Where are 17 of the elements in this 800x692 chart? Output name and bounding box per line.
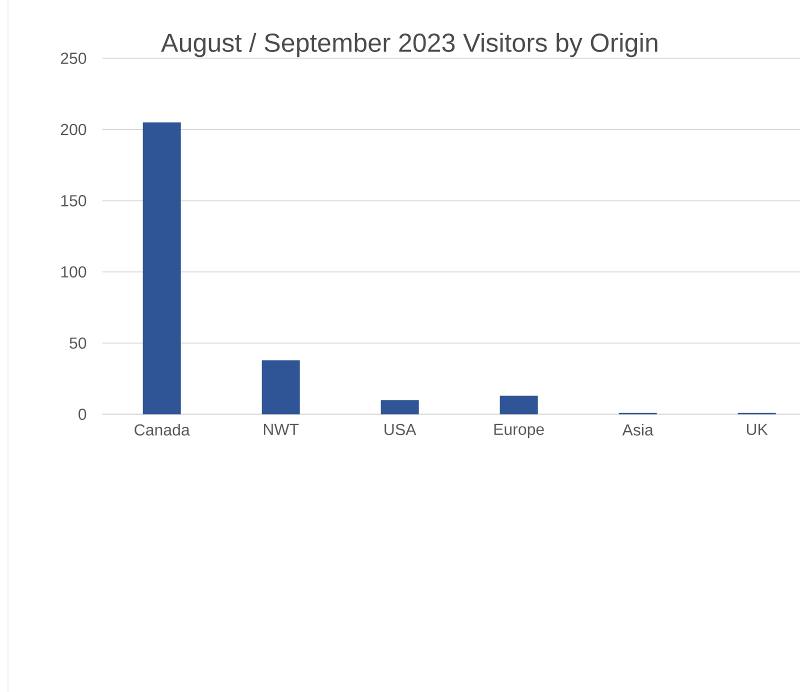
y-tick-label: 50 — [70, 337, 86, 349]
x-tick-label: Europe — [494, 424, 544, 438]
x-tick-label: Asia — [622, 424, 654, 436]
x-tick-label: NWT — [264, 424, 299, 435]
y-tick-label: 150 — [61, 195, 86, 206]
bar — [262, 360, 300, 414]
chart-title: August / September 2023 Visitors by Origin — [160, 32, 658, 58]
x-tick-label: USA — [384, 424, 416, 436]
bar — [142, 122, 181, 414]
x-tick-label: Canada — [134, 424, 190, 436]
y-tick-label: 100 — [61, 266, 86, 278]
y-tick-label: 200 — [60, 124, 86, 136]
bar — [500, 396, 538, 414]
bar — [380, 400, 419, 414]
y-tick-label: 250 — [60, 52, 86, 64]
y-tick-label: 0 — [78, 408, 86, 420]
x-tick-label: UK — [746, 424, 768, 436]
